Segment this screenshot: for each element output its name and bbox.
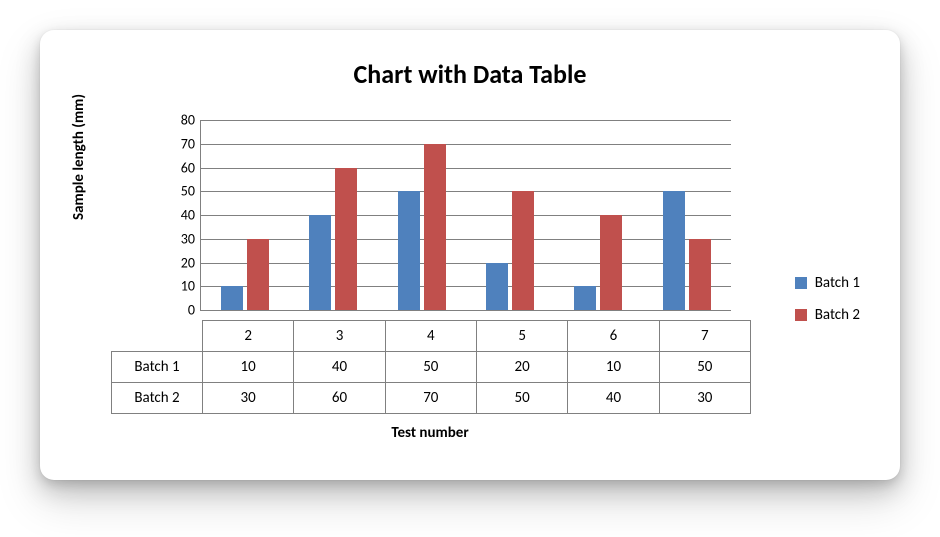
table-value-cell: 40 [568,383,659,414]
table-category-cell: 4 [385,321,476,352]
table-category-cell: 3 [294,321,385,352]
y-tick-label: 50 [181,183,195,200]
table-value-cell: 50 [385,352,476,383]
bar [689,239,711,310]
table-value-cell: 10 [568,352,659,383]
bar [663,191,685,310]
bar-group [643,120,731,310]
legend: Batch 1 Batch 2 [795,260,860,338]
bar [335,168,357,311]
y-axis-label: Sample length (mm) [70,94,88,220]
bar [600,215,622,310]
chart-body: Sample length (mm) 01020304050607080 Bat… [110,120,870,320]
bar [512,191,534,310]
y-tick-label: 80 [181,112,195,129]
table-empty-cell [112,321,203,352]
bar-group [201,120,289,310]
data-table: 234567Batch 1104050201050Batch 230607050… [111,320,751,414]
table-category-cell: 6 [568,321,659,352]
table-value-cell: 50 [476,383,567,414]
bar [247,239,269,310]
table-series-header: Batch 1 [112,352,203,383]
table-value-cell: 50 [659,352,750,383]
y-tick-label: 20 [181,254,195,271]
plot-area: 01020304050607080 [200,120,731,311]
y-tick-label: 10 [181,278,195,295]
x-axis-label: Test number [110,424,750,442]
bar [398,191,420,310]
table-value-cell: 10 [203,352,294,383]
bar [574,286,596,310]
bar [221,286,243,310]
legend-item: Batch 2 [795,306,860,324]
legend-label: Batch 1 [815,274,860,292]
legend-item: Batch 1 [795,274,860,292]
table-category-cell: 5 [476,321,567,352]
bar [309,215,331,310]
legend-swatch [795,309,807,321]
bar-group [466,120,554,310]
table-value-cell: 60 [294,383,385,414]
y-tick-label: 70 [181,135,195,152]
bar [486,263,508,311]
table-value-cell: 20 [476,352,567,383]
table-category-cell: 7 [659,321,750,352]
bar-group [554,120,642,310]
chart-card-wrapper: Chart with Data Table Sample length (mm)… [0,0,940,537]
bar-group [289,120,377,310]
table-series-header: Batch 2 [112,383,203,414]
table-value-cell: 30 [203,383,294,414]
bar [424,144,446,310]
y-tick-label: 30 [181,230,195,247]
bar-group [378,120,466,310]
table-category-cell: 2 [203,321,294,352]
y-tick-label: 0 [188,302,195,319]
table-value-cell: 70 [385,383,476,414]
legend-swatch [795,277,807,289]
chart-title: Chart with Data Table [40,58,900,90]
y-tick-label: 40 [181,207,195,224]
table-value-cell: 30 [659,383,750,414]
y-tick-label: 60 [181,159,195,176]
table-value-cell: 40 [294,352,385,383]
legend-label: Batch 2 [815,306,860,324]
chart-card: Chart with Data Table Sample length (mm)… [40,30,900,480]
